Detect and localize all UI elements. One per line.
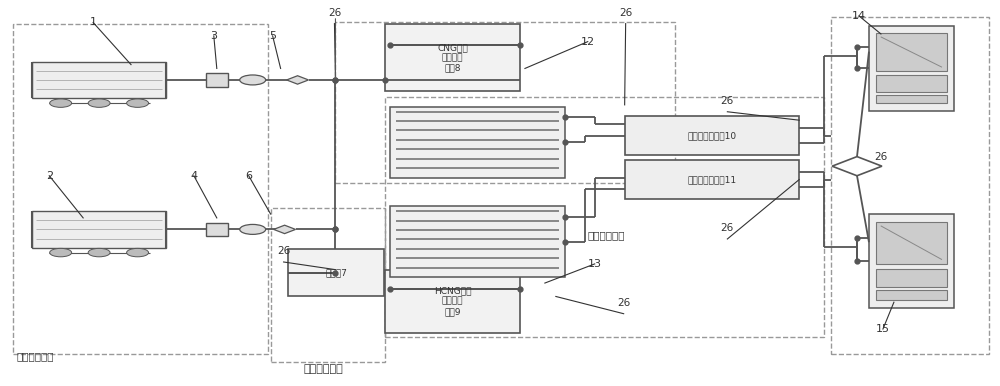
Bar (876, 290, 947, 300)
Bar (390, 107, 565, 178)
Bar (206, 222, 228, 236)
Text: 6: 6 (245, 171, 252, 181)
Bar (206, 73, 228, 87)
Text: 混合装7: 混合装7 (325, 268, 347, 277)
Text: 1: 1 (90, 17, 97, 27)
Circle shape (240, 75, 266, 85)
Text: 26: 26 (721, 223, 734, 233)
Text: 2: 2 (46, 171, 53, 181)
Circle shape (240, 224, 266, 234)
Text: 26: 26 (874, 152, 887, 163)
Bar (869, 214, 954, 308)
Circle shape (50, 99, 72, 107)
Bar (335, 22, 675, 183)
Circle shape (127, 248, 149, 257)
Text: 12: 12 (581, 37, 595, 47)
Circle shape (88, 248, 110, 257)
Text: 混合升压系统: 混合升压系统 (304, 364, 343, 374)
Text: 13: 13 (588, 259, 602, 269)
Bar (385, 24, 520, 91)
Bar (13, 24, 268, 354)
Bar (385, 270, 520, 333)
Bar (876, 75, 947, 92)
Text: 前置处理系统: 前置处理系统 (16, 351, 54, 361)
Text: 26: 26 (277, 246, 290, 256)
Polygon shape (274, 225, 296, 234)
Text: 4: 4 (190, 171, 197, 181)
Text: 26: 26 (721, 96, 734, 106)
Text: 3: 3 (210, 31, 217, 41)
Bar (288, 249, 384, 296)
Text: 第二顺序控制盕11: 第二顺序控制盕11 (687, 175, 736, 184)
Text: 5: 5 (269, 31, 276, 41)
Text: 14: 14 (852, 11, 866, 21)
Bar (32, 62, 166, 98)
Text: HCNG专用
隔膜压缩
机组9: HCNG专用 隔膜压缩 机组9 (434, 286, 471, 316)
Text: 26: 26 (619, 8, 632, 18)
Bar (876, 33, 947, 71)
Circle shape (88, 99, 110, 107)
Polygon shape (832, 157, 882, 176)
Bar (869, 26, 954, 111)
Bar (32, 211, 166, 247)
Bar (876, 222, 947, 264)
Bar (876, 95, 947, 103)
Bar (625, 161, 799, 199)
Bar (390, 207, 565, 277)
Text: CNG专用
活塞压缩
机组8: CNG专用 活塞压缩 机组8 (437, 43, 468, 73)
Bar (271, 208, 385, 362)
Text: 15: 15 (876, 324, 890, 334)
Circle shape (50, 248, 72, 257)
Bar (625, 116, 799, 155)
Text: 第一顺序控制盕10: 第一顺序控制盕10 (687, 131, 736, 140)
Text: 26: 26 (328, 8, 341, 18)
Bar (876, 269, 947, 287)
Text: 加注存储系统: 加注存储系统 (588, 230, 625, 240)
Text: 26: 26 (617, 298, 630, 308)
Circle shape (127, 99, 149, 107)
Polygon shape (287, 76, 309, 84)
Bar (831, 17, 989, 354)
Bar (385, 97, 824, 337)
